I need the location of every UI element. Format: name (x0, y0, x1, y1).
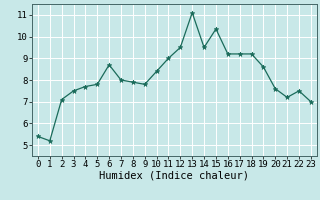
X-axis label: Humidex (Indice chaleur): Humidex (Indice chaleur) (100, 171, 249, 181)
